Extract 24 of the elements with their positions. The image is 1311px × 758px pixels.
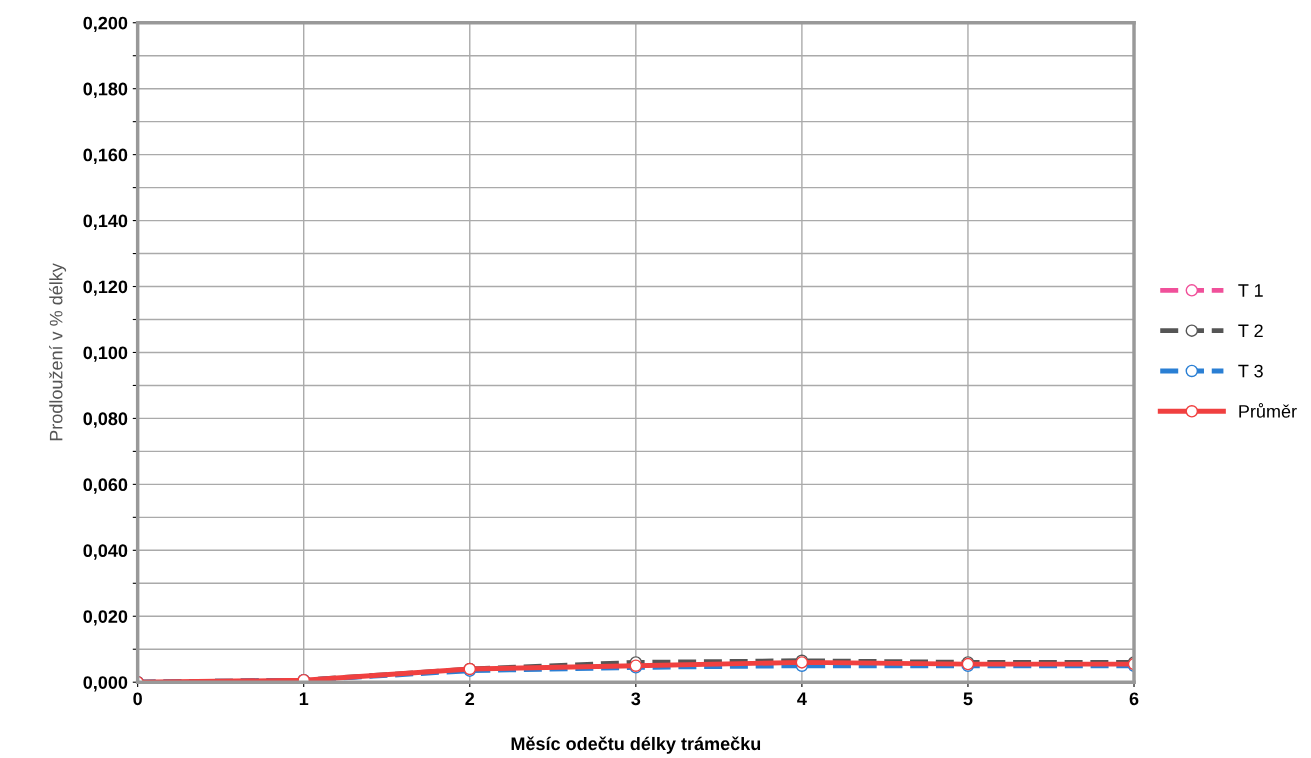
legend-label: Průměr [1239,403,1297,418]
y-tick-label: 0,200 [83,16,128,33]
y-tick-label: 0,160 [83,148,128,164]
x-axis-title: Měsíc odečtu délky trámečku [511,736,761,754]
legend-label: T 2 [1238,324,1263,337]
y-tick-label: 0,140 [83,214,128,230]
legend-label: T 3 [1238,364,1263,378]
y-tick-label: 0,180 [83,82,128,99]
x-tick-label: 6 [1129,692,1139,706]
y-tick-label: 0,040 [83,544,128,560]
y-tick-label: 0,000 [83,676,128,692]
x-tick-label: 5 [963,692,973,706]
y-tick-label: 0,060 [83,478,128,494]
y-tick-label: 0,120 [83,280,128,296]
y-tick-label: 0,020 [83,610,128,626]
y-tick-label: 0,100 [83,346,128,362]
x-tick-label: 1 [299,692,309,706]
y-axis-title: Prodloužení v % délky [49,263,67,441]
legend-label: T 1 [1238,284,1263,297]
x-tick-label: 3 [631,692,641,706]
y-tick-label: 0,080 [83,412,128,428]
x-tick-label: 2 [465,692,475,706]
x-tick-label: 4 [797,692,807,706]
x-tick-label: 0 [133,692,142,706]
